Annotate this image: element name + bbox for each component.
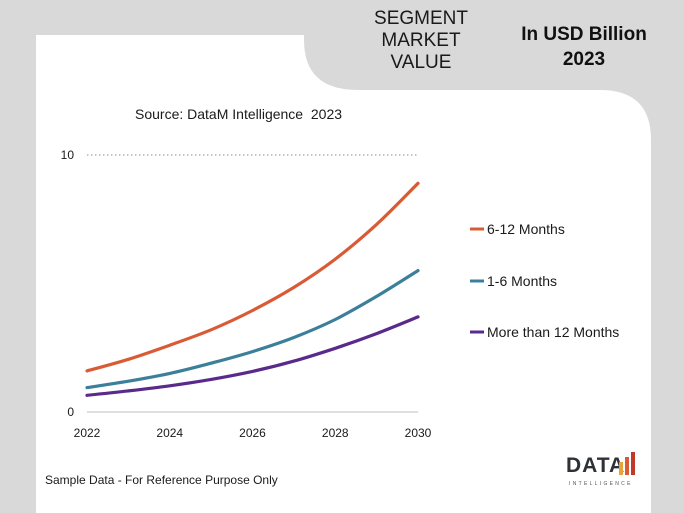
legend-label: 6-12 Months: [487, 221, 565, 237]
logo-subtitle: INTELLIGENCE: [569, 481, 633, 487]
heading-line: SEGMENT: [374, 8, 468, 29]
legend-label: 1-6 Months: [487, 273, 557, 289]
logo-bar: [631, 452, 635, 475]
unit-heading: In USD Billion 2023: [500, 22, 668, 72]
x-tick-label: 2022: [74, 426, 101, 440]
x-tick-label: 2030: [405, 426, 432, 440]
source-label: Source: DataM Intelligence 2023: [135, 106, 343, 122]
logo-wordmark: DATA: [566, 454, 626, 477]
unit-line: In USD Billion: [521, 24, 647, 45]
heading-line: MARKET: [381, 30, 461, 51]
x-tick-label: 2026: [239, 426, 266, 440]
x-tick-label: 2028: [322, 426, 349, 440]
logo-bar: [625, 457, 629, 475]
year-line: 2023: [562, 49, 606, 70]
logo-bars-icon: [619, 452, 635, 475]
heading-line: VALUE: [390, 52, 452, 73]
y-tick-label: 10: [61, 148, 75, 162]
sample-data-note: Sample Data - For Reference Purpose Only: [45, 473, 278, 487]
series-more-than-12-months-line: [85, 315, 420, 397]
series-6-12-months-line: [85, 181, 420, 373]
line-chart: 0 10 2022 2024 2026 2028 2030 6-12 Months 1-6 Mo…: [61, 148, 620, 440]
series-1-6-months-line: [85, 269, 420, 390]
content-background: [36, 35, 651, 513]
y-tick-label: 0: [67, 405, 74, 419]
x-tick-label: 2024: [156, 426, 183, 440]
logo-bar: [619, 462, 623, 475]
datam-logo: DATA INTELLIGENCE: [566, 450, 642, 490]
segment-market-value-heading: SEGMENT MARKET VALUE: [360, 8, 482, 74]
legend-label: More than 12 Months: [487, 324, 619, 340]
